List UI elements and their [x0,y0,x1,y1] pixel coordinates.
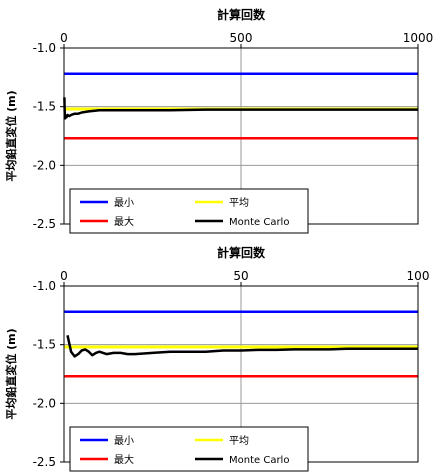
y-tick-label: -1.5 [33,100,56,114]
series-monte-carlo-line [66,335,418,358]
legend-box [69,426,309,472]
y-tick-label: -2.5 [33,217,56,231]
y-tick-label: -1.0 [33,279,56,293]
legend-label: 平均 [229,435,249,447]
y-tick-label: -2.0 [33,396,56,410]
chart-title: 計算回数 [217,245,266,260]
x-tick-label: 0 [60,31,68,45]
x-tick-label: 50 [233,269,248,283]
legend-box [69,188,309,234]
y-axis-label: 平均鉛直変位 (m) [4,90,18,181]
y-tick-label: -2.5 [33,455,56,469]
y-tick-label: -1.5 [33,338,56,352]
y-tick-label: -2.0 [33,158,56,172]
x-tick-label: 500 [230,31,253,45]
x-tick-label: 1000 [403,31,434,45]
legend-label: Monte Carlo [229,217,289,228]
chart-title: 計算回数 [217,7,266,22]
y-tick-label: -1.0 [33,41,56,55]
y-axis-label: 平均鉛直変位 (m) [4,328,18,419]
legend-label: Monte Carlo [229,455,289,466]
x-tick-label: 100 [407,269,430,283]
x-tick-label: 0 [60,269,68,283]
legend-label: 最小 [114,435,134,447]
legend-label: 最大 [114,453,134,466]
legend-label: 最大 [114,215,134,228]
legend-label: 最小 [114,197,134,209]
series-monte-carlo-line [63,97,418,120]
legend-label: 平均 [229,197,249,209]
